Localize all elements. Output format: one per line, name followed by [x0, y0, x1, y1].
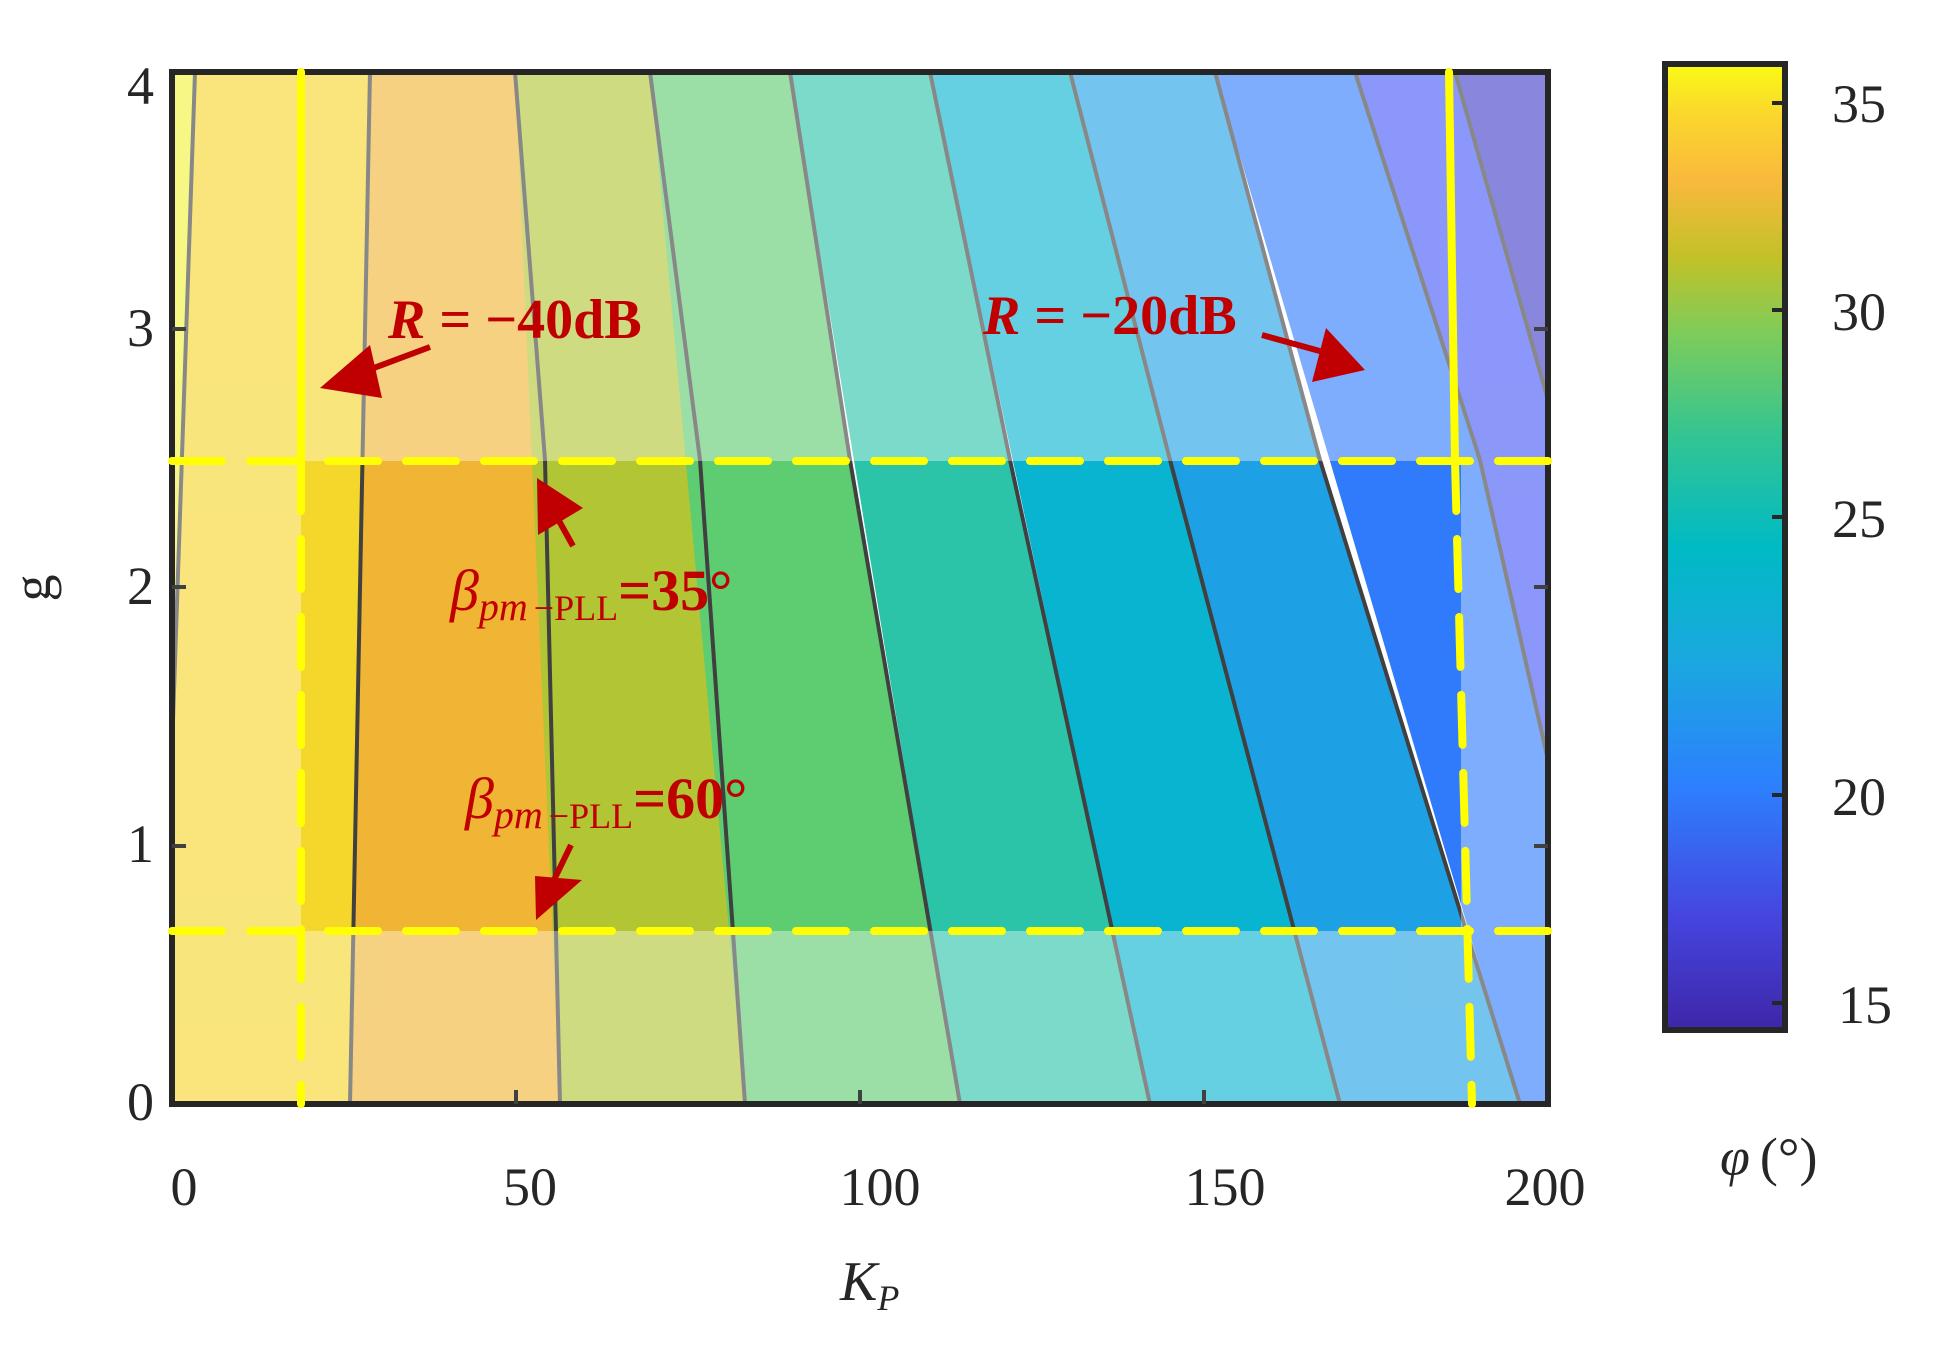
cbar-tick-35: 35 — [1832, 74, 1886, 134]
annotations: R = −40dB R = −20dB βpm −PLL=35° βpm −PLL=… — [320, 285, 1365, 920]
x-tick-1: 50 — [503, 1157, 557, 1217]
y-tick-0: 0 — [127, 1072, 154, 1132]
y-tick-labels: 0 1 2 3 4 — [127, 56, 154, 1132]
arrow-beta60-icon — [535, 876, 582, 920]
colorbar-ticks — [1772, 101, 1785, 1005]
y-tick-3: 3 — [127, 298, 154, 358]
cbar-tick-25: 25 — [1832, 489, 1886, 549]
colorbar-tick-labels: 35 30 25 20 15 — [1832, 74, 1892, 1035]
x-tick-0: 0 — [171, 1157, 198, 1217]
x-axis-label: KP — [839, 1251, 899, 1318]
feasible-boundaries — [168, 68, 1556, 1108]
annotation-r40: R = −40dB — [387, 289, 642, 351]
cbar-tick-15: 15 — [1838, 975, 1892, 1035]
x-tick-labels: 0 50 100 150 200 — [171, 1157, 1586, 1217]
y-tick-1: 1 — [127, 814, 154, 874]
r20-line-dashed — [1451, 457, 1476, 1108]
y-axis-label: g — [2, 575, 62, 602]
x-tick-4: 200 — [1505, 1157, 1586, 1217]
contour-fill — [172, 72, 1548, 1104]
colorbar-label: φ (°) — [1720, 1127, 1817, 1187]
y-tick-4: 4 — [127, 56, 154, 116]
cbar-tick-30: 30 — [1832, 282, 1886, 342]
arrow-r40-icon — [320, 345, 382, 398]
x-tick-2: 100 — [840, 1157, 921, 1217]
colorbar — [1662, 61, 1788, 1033]
arrow-r20-icon — [1312, 328, 1365, 382]
r20-line-solid — [1445, 68, 1459, 465]
annotation-r20: R = −20dB — [982, 285, 1237, 347]
annotation-beta35: βpm −PLL=35° — [449, 558, 732, 629]
y-tick-2: 2 — [127, 556, 154, 616]
axis-ticks — [172, 327, 1548, 1104]
arrow-beta35-icon — [537, 478, 583, 535]
cbar-tick-20: 20 — [1832, 767, 1886, 827]
x-tick-3: 150 — [1185, 1157, 1266, 1217]
annotation-beta60: βpm −PLL=60° — [464, 766, 747, 837]
